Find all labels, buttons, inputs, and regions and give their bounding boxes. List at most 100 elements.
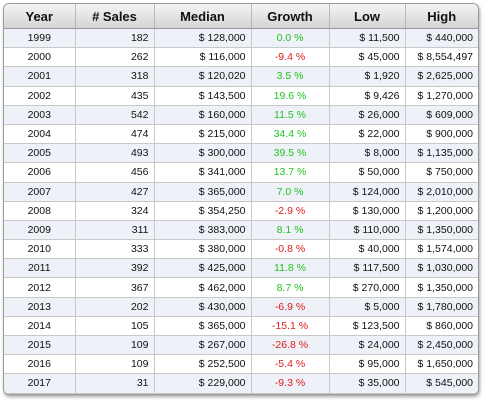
cell-sales: 474 bbox=[75, 124, 155, 145]
table-row: 2007 427 $ 365,000 7.0 % $ 124,000 $ 2,010,00… bbox=[4, 182, 478, 202]
cell-median: $ 252,500 bbox=[154, 354, 252, 375]
header-sales: # Sales bbox=[75, 4, 155, 29]
sales-table: Year # Sales Median Growth Low High 1999… bbox=[4, 4, 478, 394]
sales-table-frame: Year # Sales Median Growth Low High 1999… bbox=[3, 3, 479, 395]
table-row: 2001 318 $ 120,020 3.5 % $ 1,920 $ 2,625,000 bbox=[4, 66, 478, 87]
cell-growth: 34.4 % bbox=[251, 124, 330, 145]
cell-year: 2013 bbox=[4, 297, 76, 317]
cell-sales: 105 bbox=[75, 316, 155, 337]
header-growth: Growth bbox=[251, 4, 330, 29]
cell-high: $ 609,000 bbox=[405, 105, 478, 125]
cell-sales: 367 bbox=[75, 277, 155, 298]
cell-high: $ 2,010,000 bbox=[405, 182, 478, 202]
cell-year: 2003 bbox=[4, 105, 76, 125]
cell-median: $ 425,000 bbox=[154, 258, 252, 279]
cell-low: $ 50,000 bbox=[329, 162, 406, 183]
cell-low: $ 124,000 bbox=[329, 182, 406, 202]
cell-year: 2005 bbox=[4, 143, 76, 164]
cell-low: $ 22,000 bbox=[329, 124, 406, 145]
table-row: 2017 31 $ 229,000 -9.3 % $ 35,000 $ 545,000 bbox=[4, 373, 478, 394]
cell-high: $ 1,135,000 bbox=[405, 143, 478, 164]
table-row: 2003 542 $ 160,000 11.5 % $ 26,000 $ 609,000 bbox=[4, 105, 478, 125]
cell-median: $ 160,000 bbox=[154, 105, 252, 125]
cell-high: $ 1,030,000 bbox=[405, 258, 478, 279]
cell-year: 2007 bbox=[4, 182, 76, 202]
cell-year: 2002 bbox=[4, 86, 76, 106]
table-row: 2009 311 $ 383,000 8.1 % $ 110,000 $ 1,350,00… bbox=[4, 220, 478, 241]
cell-year: 2014 bbox=[4, 316, 76, 337]
cell-sales: 182 bbox=[75, 28, 155, 49]
table-row: 2015 109 $ 267,000 -26.8 % $ 24,000 $ 2,450,0… bbox=[4, 335, 478, 356]
cell-growth: -2.9 % bbox=[251, 201, 330, 221]
cell-high: $ 1,650,000 bbox=[405, 354, 478, 375]
cell-low: $ 117,500 bbox=[329, 258, 406, 279]
cell-sales: 202 bbox=[75, 297, 155, 317]
cell-growth: -5.4 % bbox=[251, 354, 330, 375]
cell-median: $ 365,000 bbox=[154, 182, 252, 202]
cell-median: $ 116,000 bbox=[154, 47, 252, 68]
table-row: 2006 456 $ 341,000 13.7 % $ 50,000 $ 750,000 bbox=[4, 162, 478, 183]
cell-year: 2008 bbox=[4, 201, 76, 221]
cell-low: $ 270,000 bbox=[329, 277, 406, 298]
table-row: 2012 367 $ 462,000 8.7 % $ 270,000 $ 1,350,00… bbox=[4, 277, 478, 298]
cell-growth: 7.0 % bbox=[251, 182, 330, 202]
header-row: Year # Sales Median Growth Low High bbox=[4, 4, 478, 29]
cell-year: 2000 bbox=[4, 47, 76, 68]
cell-growth: -9.3 % bbox=[251, 373, 330, 394]
header-high: High bbox=[405, 4, 478, 29]
table-row: 1999 182 $ 128,000 0.0 % $ 11,500 $ 440,000 bbox=[4, 28, 478, 49]
cell-sales: 311 bbox=[75, 220, 155, 241]
cell-sales: 435 bbox=[75, 86, 155, 106]
cell-year: 2010 bbox=[4, 239, 76, 260]
cell-low: $ 45,000 bbox=[329, 47, 406, 68]
table-row: 2014 105 $ 365,000 -15.1 % $ 123,500 $ 860,00… bbox=[4, 316, 478, 337]
cell-high: $ 1,270,000 bbox=[405, 86, 478, 106]
header-low: Low bbox=[329, 4, 406, 29]
cell-sales: 324 bbox=[75, 201, 155, 221]
cell-year: 2001 bbox=[4, 66, 76, 87]
cell-year: 2017 bbox=[4, 373, 76, 394]
cell-low: $ 35,000 bbox=[329, 373, 406, 394]
cell-year: 2012 bbox=[4, 277, 76, 298]
cell-growth: 8.7 % bbox=[251, 277, 330, 298]
cell-growth: 11.8 % bbox=[251, 258, 330, 279]
cell-year: 2011 bbox=[4, 258, 76, 279]
cell-median: $ 380,000 bbox=[154, 239, 252, 260]
cell-sales: 318 bbox=[75, 66, 155, 87]
cell-year: 1999 bbox=[4, 28, 76, 49]
cell-sales: 392 bbox=[75, 258, 155, 279]
cell-median: $ 143,500 bbox=[154, 86, 252, 106]
cell-growth: -9.4 % bbox=[251, 47, 330, 68]
table-row: 2002 435 $ 143,500 19.6 % $ 9,426 $ 1,270,000 bbox=[4, 86, 478, 106]
cell-growth: -0.8 % bbox=[251, 239, 330, 260]
cell-high: $ 2,625,000 bbox=[405, 66, 478, 87]
header-median: Median bbox=[154, 4, 252, 29]
table-row: 2004 474 $ 215,000 34.4 % $ 22,000 $ 900,000 bbox=[4, 124, 478, 145]
cell-growth: -26.8 % bbox=[251, 335, 330, 356]
cell-high: $ 1,200,000 bbox=[405, 201, 478, 221]
cell-low: $ 5,000 bbox=[329, 297, 406, 317]
cell-low: $ 8,000 bbox=[329, 143, 406, 164]
cell-year: 2016 bbox=[4, 354, 76, 375]
table-row: 2010 333 $ 380,000 -0.8 % $ 40,000 $ 1,574,00… bbox=[4, 239, 478, 260]
cell-high: $ 440,000 bbox=[405, 28, 478, 49]
cell-median: $ 215,000 bbox=[154, 124, 252, 145]
cell-high: $ 750,000 bbox=[405, 162, 478, 183]
cell-high: $ 1,780,000 bbox=[405, 297, 478, 317]
table-body: 1999 182 $ 128,000 0.0 % $ 11,500 $ 440,000 20… bbox=[4, 28, 478, 394]
table-row: 2000 262 $ 116,000 -9.4 % $ 45,000 $ 8,554,49… bbox=[4, 47, 478, 68]
cell-median: $ 462,000 bbox=[154, 277, 252, 298]
cell-low: $ 40,000 bbox=[329, 239, 406, 260]
cell-sales: 542 bbox=[75, 105, 155, 125]
table-row: 2011 392 $ 425,000 11.8 % $ 117,500 $ 1,030,0… bbox=[4, 258, 478, 279]
cell-growth: 8.1 % bbox=[251, 220, 330, 241]
cell-median: $ 267,000 bbox=[154, 335, 252, 356]
cell-year: 2015 bbox=[4, 335, 76, 356]
cell-sales: 109 bbox=[75, 354, 155, 375]
cell-growth: 3.5 % bbox=[251, 66, 330, 87]
cell-growth: 39.5 % bbox=[251, 143, 330, 164]
cell-low: $ 123,500 bbox=[329, 316, 406, 337]
table-row: 2008 324 $ 354,250 -2.9 % $ 130,000 $ 1,200,0… bbox=[4, 201, 478, 221]
table-header: Year # Sales Median Growth Low High bbox=[4, 4, 478, 29]
cell-low: $ 9,426 bbox=[329, 86, 406, 106]
